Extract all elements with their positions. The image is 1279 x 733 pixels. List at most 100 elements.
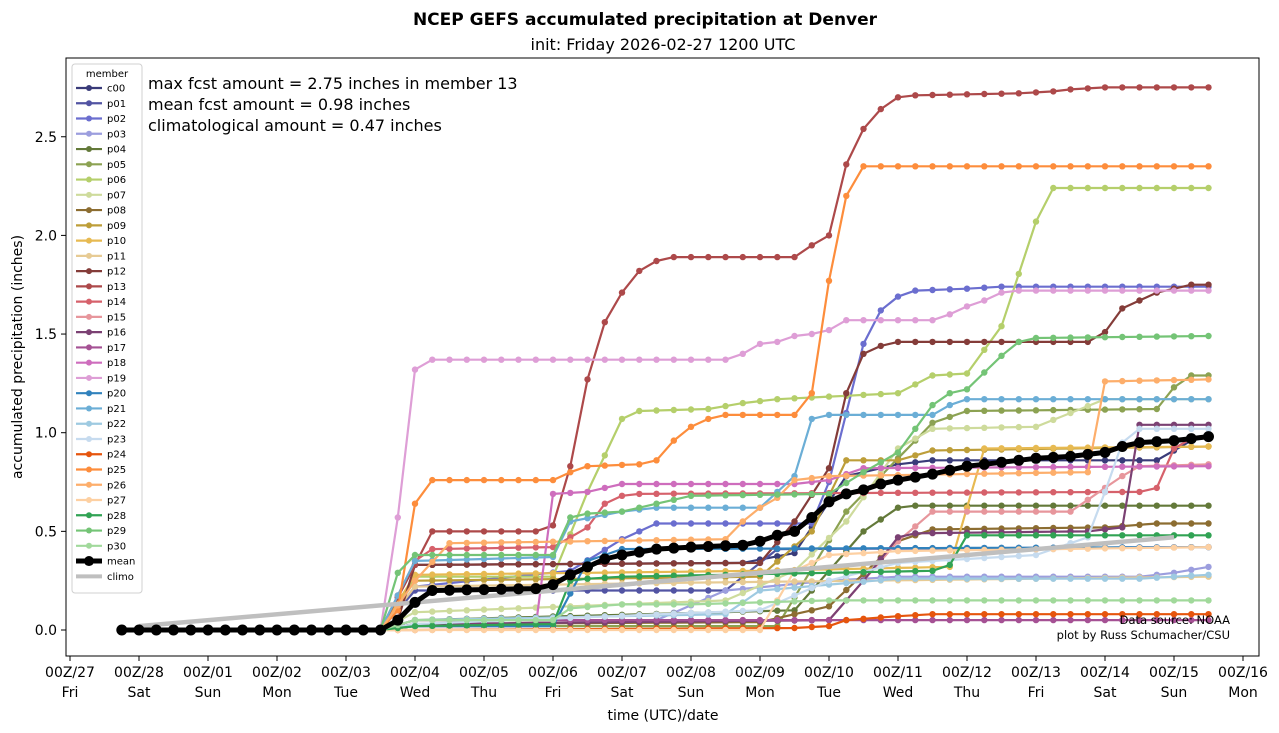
legend-label: mean bbox=[107, 557, 135, 568]
data-point-p19 bbox=[1119, 287, 1126, 294]
data-point-p28 bbox=[1015, 532, 1022, 539]
data-point-p30 bbox=[1205, 597, 1212, 604]
data-point-mean bbox=[961, 460, 973, 472]
data-point-p12 bbox=[653, 560, 660, 567]
data-point-p28 bbox=[860, 568, 867, 576]
legend-item-p26: p26 bbox=[76, 480, 126, 491]
legend-label: p01 bbox=[107, 99, 126, 110]
data-point-p19 bbox=[601, 356, 608, 363]
data-point-mean bbox=[288, 624, 300, 636]
data-point-p08 bbox=[808, 607, 815, 614]
data-point-p03 bbox=[1188, 566, 1195, 573]
data-point-p06 bbox=[1015, 270, 1022, 278]
data-point-p29 bbox=[429, 551, 436, 559]
data-point-p07 bbox=[912, 435, 919, 442]
data-point-p25 bbox=[429, 476, 436, 484]
data-point-mean bbox=[1082, 448, 1094, 460]
data-point-p29 bbox=[705, 492, 712, 499]
data-point-p25 bbox=[463, 476, 470, 484]
data-point-p08 bbox=[1188, 520, 1195, 527]
data-point-p10 bbox=[446, 571, 453, 578]
data-point-p06 bbox=[877, 390, 884, 398]
data-point-p27 bbox=[946, 547, 953, 554]
data-point-p28 bbox=[894, 568, 902, 575]
data-point-p10 bbox=[1205, 443, 1212, 450]
data-point-p25 bbox=[808, 390, 815, 397]
data-point-p19 bbox=[843, 317, 850, 324]
data-point-p18 bbox=[1050, 463, 1057, 471]
data-point-p27 bbox=[463, 626, 470, 634]
legend-item-p18: p18 bbox=[76, 358, 126, 369]
data-point-p24 bbox=[808, 623, 815, 631]
x-tick-label-day: Tue bbox=[333, 685, 358, 701]
data-point-p14 bbox=[601, 500, 608, 507]
data-point-p30 bbox=[446, 616, 453, 624]
data-point-p27 bbox=[1188, 544, 1195, 551]
x-tick-label-time: 00Z/05 bbox=[459, 665, 509, 681]
data-point-p19 bbox=[636, 356, 643, 363]
data-point-p19 bbox=[929, 317, 936, 324]
data-point-p18 bbox=[1015, 464, 1022, 471]
data-point-p04 bbox=[1205, 502, 1212, 509]
series-layer bbox=[116, 84, 1214, 636]
data-point-p24 bbox=[860, 615, 867, 622]
data-point-p17 bbox=[808, 616, 815, 624]
data-point-p01 bbox=[601, 587, 608, 594]
data-point-p25 bbox=[532, 476, 539, 484]
data-point-p19 bbox=[1205, 287, 1212, 294]
data-point-p19 bbox=[894, 317, 902, 324]
data-point-p27 bbox=[756, 626, 764, 634]
data-point-p11 bbox=[739, 578, 746, 586]
chart-title: NCEP GEFS accumulated precipitation at D… bbox=[413, 10, 878, 30]
data-point-p06 bbox=[825, 393, 833, 400]
data-point-p16 bbox=[894, 534, 902, 541]
data-point-p30 bbox=[1015, 597, 1022, 604]
data-point-p18 bbox=[912, 464, 919, 472]
data-point-p29 bbox=[394, 569, 401, 576]
data-point-p02 bbox=[998, 283, 1005, 290]
data-point-p09 bbox=[463, 576, 470, 584]
data-point-p25 bbox=[1015, 163, 1022, 170]
data-point-p24 bbox=[791, 624, 798, 632]
data-point-p12 bbox=[1136, 297, 1143, 304]
legend-marker bbox=[86, 268, 92, 275]
legend-label: p30 bbox=[107, 541, 126, 552]
data-point-p19 bbox=[463, 356, 470, 363]
data-point-p24 bbox=[981, 611, 988, 618]
data-point-p06 bbox=[946, 371, 953, 378]
data-point-p06 bbox=[963, 370, 971, 377]
data-point-c00 bbox=[929, 457, 936, 464]
data-point-c00 bbox=[1119, 457, 1126, 464]
data-point-p22 bbox=[1205, 571, 1212, 578]
data-point-p14 bbox=[549, 543, 557, 551]
data-point-p16 bbox=[912, 530, 919, 537]
data-point-p24 bbox=[946, 611, 953, 618]
data-point-mean bbox=[202, 624, 214, 636]
data-point-p25 bbox=[567, 469, 574, 476]
data-point-p23 bbox=[618, 612, 626, 619]
data-point-p26 bbox=[480, 539, 488, 546]
data-point-p07 bbox=[739, 589, 746, 597]
data-point-p26 bbox=[877, 472, 884, 479]
data-point-p19 bbox=[877, 317, 884, 324]
data-point-p29 bbox=[722, 492, 729, 499]
data-point-p13 bbox=[756, 253, 764, 261]
data-point-p13 bbox=[705, 253, 712, 261]
data-point-p18 bbox=[756, 480, 764, 488]
data-point-p13 bbox=[998, 90, 1005, 97]
data-point-p10 bbox=[1032, 444, 1040, 452]
x-axis-label: time (UTC)/date bbox=[607, 708, 718, 724]
data-point-p21 bbox=[877, 411, 884, 419]
legend-title: member bbox=[86, 69, 129, 80]
data-point-p10 bbox=[1067, 444, 1074, 451]
data-point-p13 bbox=[929, 91, 936, 99]
data-point-p22 bbox=[912, 575, 919, 582]
data-point-mean bbox=[720, 540, 731, 552]
data-point-mean bbox=[392, 614, 404, 626]
data-point-p17 bbox=[1032, 616, 1040, 624]
data-point-p24 bbox=[843, 616, 850, 624]
data-point-p26 bbox=[636, 537, 643, 544]
legend-marker bbox=[86, 222, 92, 229]
data-point-p17 bbox=[998, 616, 1005, 624]
data-point-p26 bbox=[1084, 469, 1092, 476]
